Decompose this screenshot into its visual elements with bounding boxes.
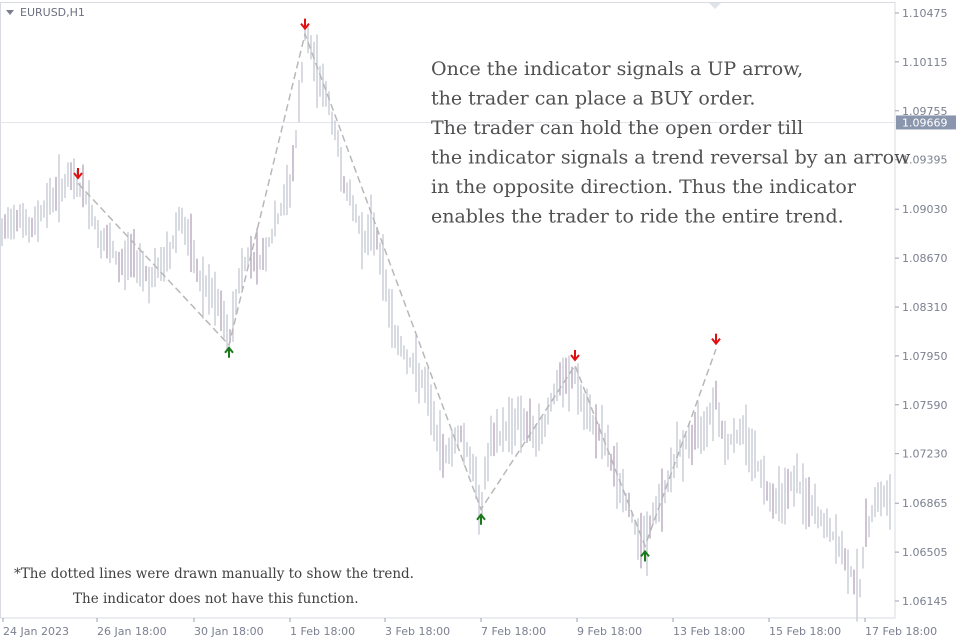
down-arrow-icon (570, 349, 580, 362)
y-tick-label: 1.10475 (902, 7, 948, 20)
y-tick-label: 1.09755 (902, 105, 948, 118)
annotation-line: in the opposite direction. Thus the indi… (431, 176, 857, 198)
annotation-line: enables the trader to ride the entire tr… (431, 206, 844, 228)
x-tick-label: 24 Jan 2023 (3, 625, 69, 638)
y-tick-label: 1.07590 (902, 399, 948, 412)
y-tick-label: 1.09395 (902, 154, 948, 167)
x-tick-label: 7 Feb 18:00 (481, 625, 546, 638)
footnote-line: The indicator does not have this functio… (73, 591, 358, 607)
x-tick-label: 17 Feb 18:00 (865, 625, 937, 638)
down-arrow-icon (711, 333, 721, 346)
symbol-selector[interactable]: EURUSD,H1 (6, 6, 85, 19)
current-price-badge: 1.09669 (896, 115, 956, 130)
annotation-line: the trader can place a BUY order. (431, 88, 755, 110)
y-tick-label: 1.08310 (902, 301, 948, 314)
y-tick-label: 1.07950 (902, 350, 948, 363)
chart-shift-marker[interactable] (709, 3, 721, 9)
x-tick-label: 26 Jan 18:00 (97, 625, 167, 638)
chevron-down-icon (6, 10, 14, 15)
trend-line (77, 31, 717, 549)
footnote-line: *The dotted lines were drawn manually to… (14, 566, 414, 582)
down-arrow-icon (300, 18, 310, 31)
x-tick-label: 15 Feb 18:00 (769, 625, 841, 638)
y-tick-label: 1.06505 (902, 546, 948, 559)
x-tick-label: 30 Jan 18:00 (194, 625, 264, 638)
candles (1, 22, 891, 622)
y-tick-label: 1.07230 (902, 448, 948, 461)
up-arrow-icon (476, 513, 486, 525)
annotation-line: Once the indicator signals a UP arrow, (431, 58, 803, 80)
y-tick-label: 1.06865 (902, 497, 948, 510)
down-arrow-icon (73, 167, 83, 180)
y-tick-label: 1.10115 (902, 56, 948, 69)
y-tick-label: 1.06145 (902, 595, 948, 608)
up-arrow-icon (224, 346, 234, 358)
current-price-label: 1.09669 (902, 116, 948, 129)
x-tick-label: 13 Feb 18:00 (673, 625, 745, 638)
symbol-label: EURUSD,H1 (20, 6, 85, 19)
x-tick-label: 1 Feb 18:00 (290, 625, 355, 638)
x-tick-label: 9 Feb 18:00 (577, 625, 642, 638)
y-tick-label: 1.09030 (902, 203, 948, 216)
annotation-line: the indicator signals a trend reversal b… (431, 147, 911, 169)
annotation-line: The trader can hold the open order till (431, 117, 803, 139)
plot-border (0, 2, 896, 619)
y-tick-label: 1.08670 (902, 252, 948, 265)
up-arrow-icon (640, 549, 650, 562)
x-tick-label: 3 Feb 18:00 (385, 625, 450, 638)
